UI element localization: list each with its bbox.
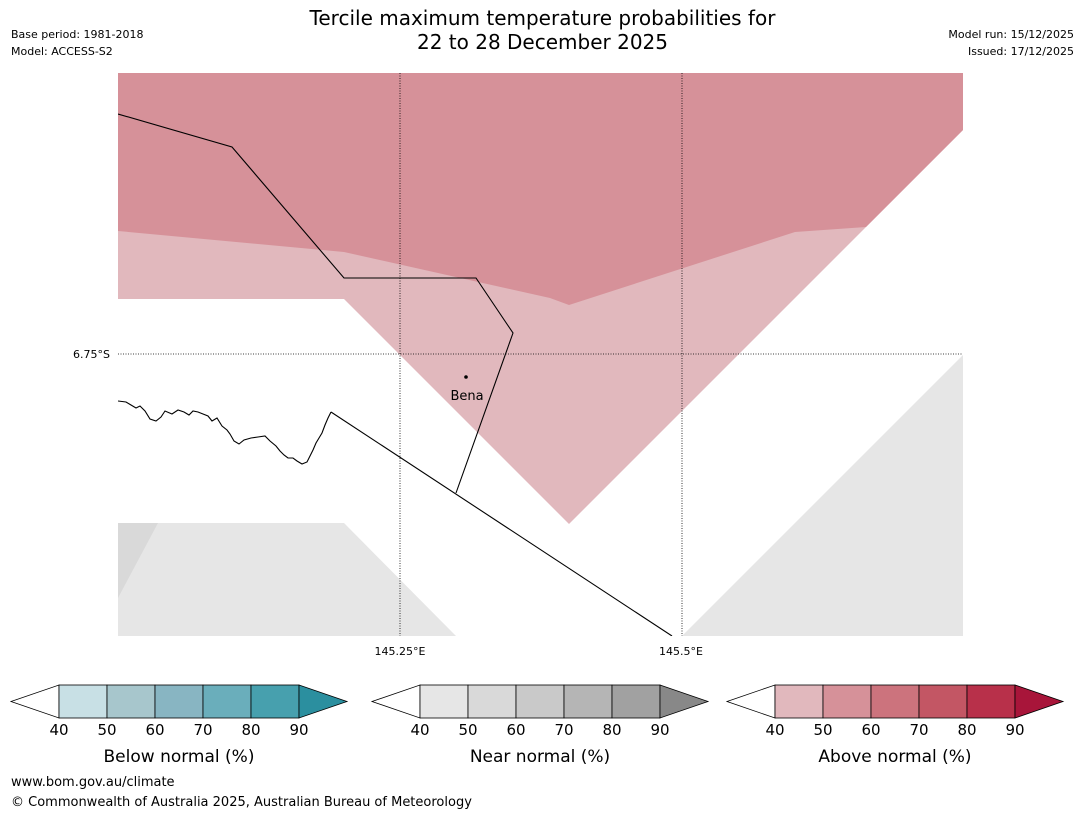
near-normal-extend-high [659,684,710,719]
above-tick-50: 50 [813,721,832,739]
above-tick-40: 40 [765,721,784,739]
below-normal-swatch-4 [202,684,252,719]
above-normal-extend-low [725,684,776,719]
above-tick-80: 80 [957,721,976,739]
footer-url: www.bom.gov.au/climate [11,775,175,790]
near-normal-40-region-right [682,355,963,636]
base-period: Base period: 1981-2018 [11,28,144,41]
above-normal-swatch-4 [918,684,968,719]
above-tick-90: 90 [1005,721,1024,739]
near-normal-label: Near normal (%) [470,747,610,767]
above-tick-60: 60 [861,721,880,739]
lon-label-145-5e: 145.5°E [659,645,703,658]
above-normal-extend-high [1014,684,1065,719]
bena-label: Bena [450,389,483,404]
bena-marker [464,375,468,379]
above-normal-swatch-5 [966,684,1016,719]
below-tick-60: 60 [145,721,164,739]
meta-right: Model run: 15/12/2025 Issued: 17/12/2025 [948,26,1074,60]
coastline [118,400,332,465]
issued-date: Issued: 17/12/2025 [967,45,1074,58]
model-name: Model: ACCESS-S2 [11,45,113,58]
near-tick-90: 90 [650,721,669,739]
below-tick-70: 70 [193,721,212,739]
above-normal-swatch-2 [822,684,872,719]
footer-copyright: © Commonwealth of Australia 2025, Austra… [11,795,472,810]
below-normal-colorbar: 40 50 60 70 80 90 Below normal (%) [9,684,349,767]
below-tick-90: 90 [289,721,308,739]
above-normal-swatch-1 [774,684,824,719]
near-normal-colorbar: 40 50 60 70 80 90 Near normal (%) [370,684,710,767]
near-tick-40: 40 [410,721,429,739]
below-normal-label: Below normal (%) [104,747,255,767]
chart-title: Tercile maximum temperature probabilitie… [0,6,1085,54]
near-normal-50-region [118,523,158,598]
near-normal-40-region-left [118,523,456,636]
above-normal-label: Above normal (%) [818,747,971,767]
near-tick-50: 50 [458,721,477,739]
province-border-south [330,411,673,636]
above-tick-70: 70 [909,721,928,739]
below-normal-swatch-1 [58,684,108,719]
lon-label-145-25e: 145.25°E [375,645,426,658]
below-normal-swatch-3 [154,684,204,719]
near-normal-swatch-1 [419,684,469,719]
below-normal-extend-high [298,684,349,719]
near-normal-swatch-5 [611,684,661,719]
map-area [118,73,963,636]
map: Bena 6.75°S 145.25°E 145.5°E [73,73,963,658]
near-tick-80: 80 [602,721,621,739]
above-normal-60-region [118,73,963,305]
model-run: Model run: 15/12/2025 [948,28,1074,41]
title-line-1: Tercile maximum temperature probabilitie… [309,6,776,30]
near-tick-60: 60 [506,721,525,739]
below-tick-40: 40 [49,721,68,739]
above-normal-swatch-3 [870,684,920,719]
lat-label: 6.75°S [73,348,110,361]
near-normal-swatch-3 [515,684,565,719]
below-normal-swatch-2 [106,684,156,719]
below-normal-extend-low [9,684,60,719]
near-normal-swatch-2 [467,684,517,719]
meta-left: Base period: 1981-2018 Model: ACCESS-S2 [11,26,143,60]
near-normal-extend-low [370,684,421,719]
below-normal-swatch-5 [250,684,300,719]
above-normal-colorbar: 40 50 60 70 80 90 Above normal (%) [725,684,1065,767]
near-tick-70: 70 [554,721,573,739]
below-tick-80: 80 [241,721,260,739]
province-border [118,113,514,494]
colorbar-legends: 40 50 60 70 80 90 Below normal (%) 40 50… [9,684,1065,767]
below-tick-50: 50 [97,721,116,739]
title-line-2: 22 to 28 December 2025 [416,30,668,54]
near-normal-swatch-4 [563,684,613,719]
